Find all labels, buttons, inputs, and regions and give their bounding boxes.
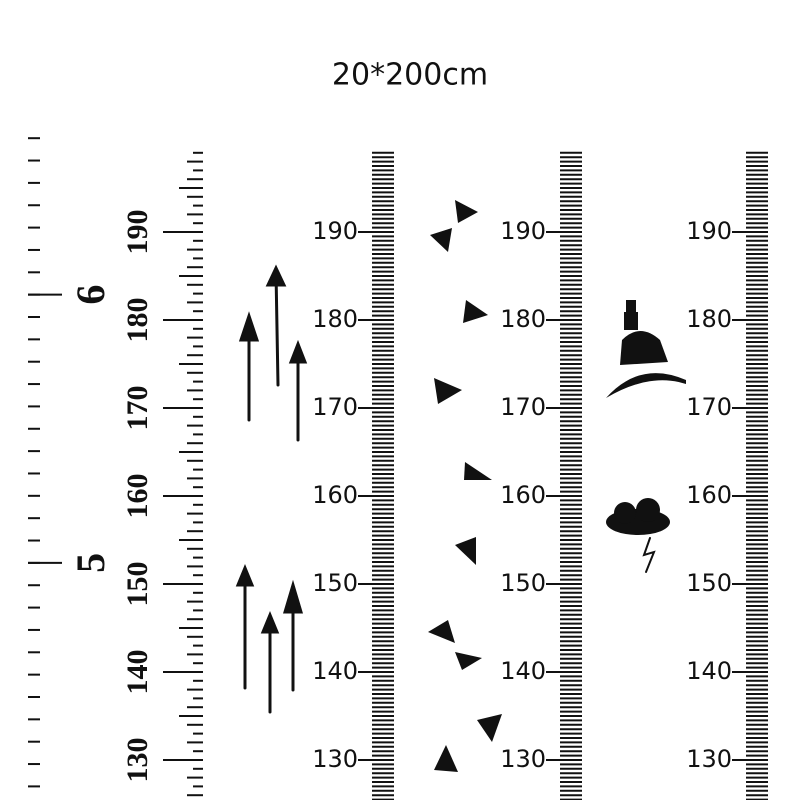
ruler-label: 130 xyxy=(312,745,358,773)
ruler-label: 150 xyxy=(121,562,154,607)
ruler-label: 170 xyxy=(500,393,546,421)
ruler-label: 160 xyxy=(686,481,732,509)
ruler-label: 140 xyxy=(121,650,154,695)
ruler-label: 160 xyxy=(312,481,358,509)
feet-label: 5 xyxy=(68,553,113,573)
ruler-label: 150 xyxy=(312,569,358,597)
ruler-label: 140 xyxy=(500,657,546,685)
ruler-label: 190 xyxy=(686,217,732,245)
ruler-label: 180 xyxy=(686,305,732,333)
ruler-label: 160 xyxy=(121,474,154,519)
ruler-label: 140 xyxy=(686,657,732,685)
ruler-label: 130 xyxy=(500,745,546,773)
ruler-label: 190 xyxy=(312,217,358,245)
ruler-label: 140 xyxy=(312,657,358,685)
ruler-label: 170 xyxy=(686,393,732,421)
ruler-label: 180 xyxy=(312,305,358,333)
decorations xyxy=(235,200,686,772)
ruler-label: 180 xyxy=(500,305,546,333)
ruler-label: 170 xyxy=(312,393,358,421)
title: 20*200cm xyxy=(332,58,488,93)
ruler-label: 130 xyxy=(121,738,154,783)
ruler-label: 170 xyxy=(121,386,154,431)
ruler-label: 180 xyxy=(121,298,154,343)
ruler-label: 190 xyxy=(500,217,546,245)
feet-label: 6 xyxy=(68,285,113,305)
ruler-label: 130 xyxy=(686,745,732,773)
ruler-label: 150 xyxy=(500,569,546,597)
ruler-label: 190 xyxy=(121,210,154,255)
ruler-label: 150 xyxy=(686,569,732,597)
ruler-label: 160 xyxy=(500,481,546,509)
